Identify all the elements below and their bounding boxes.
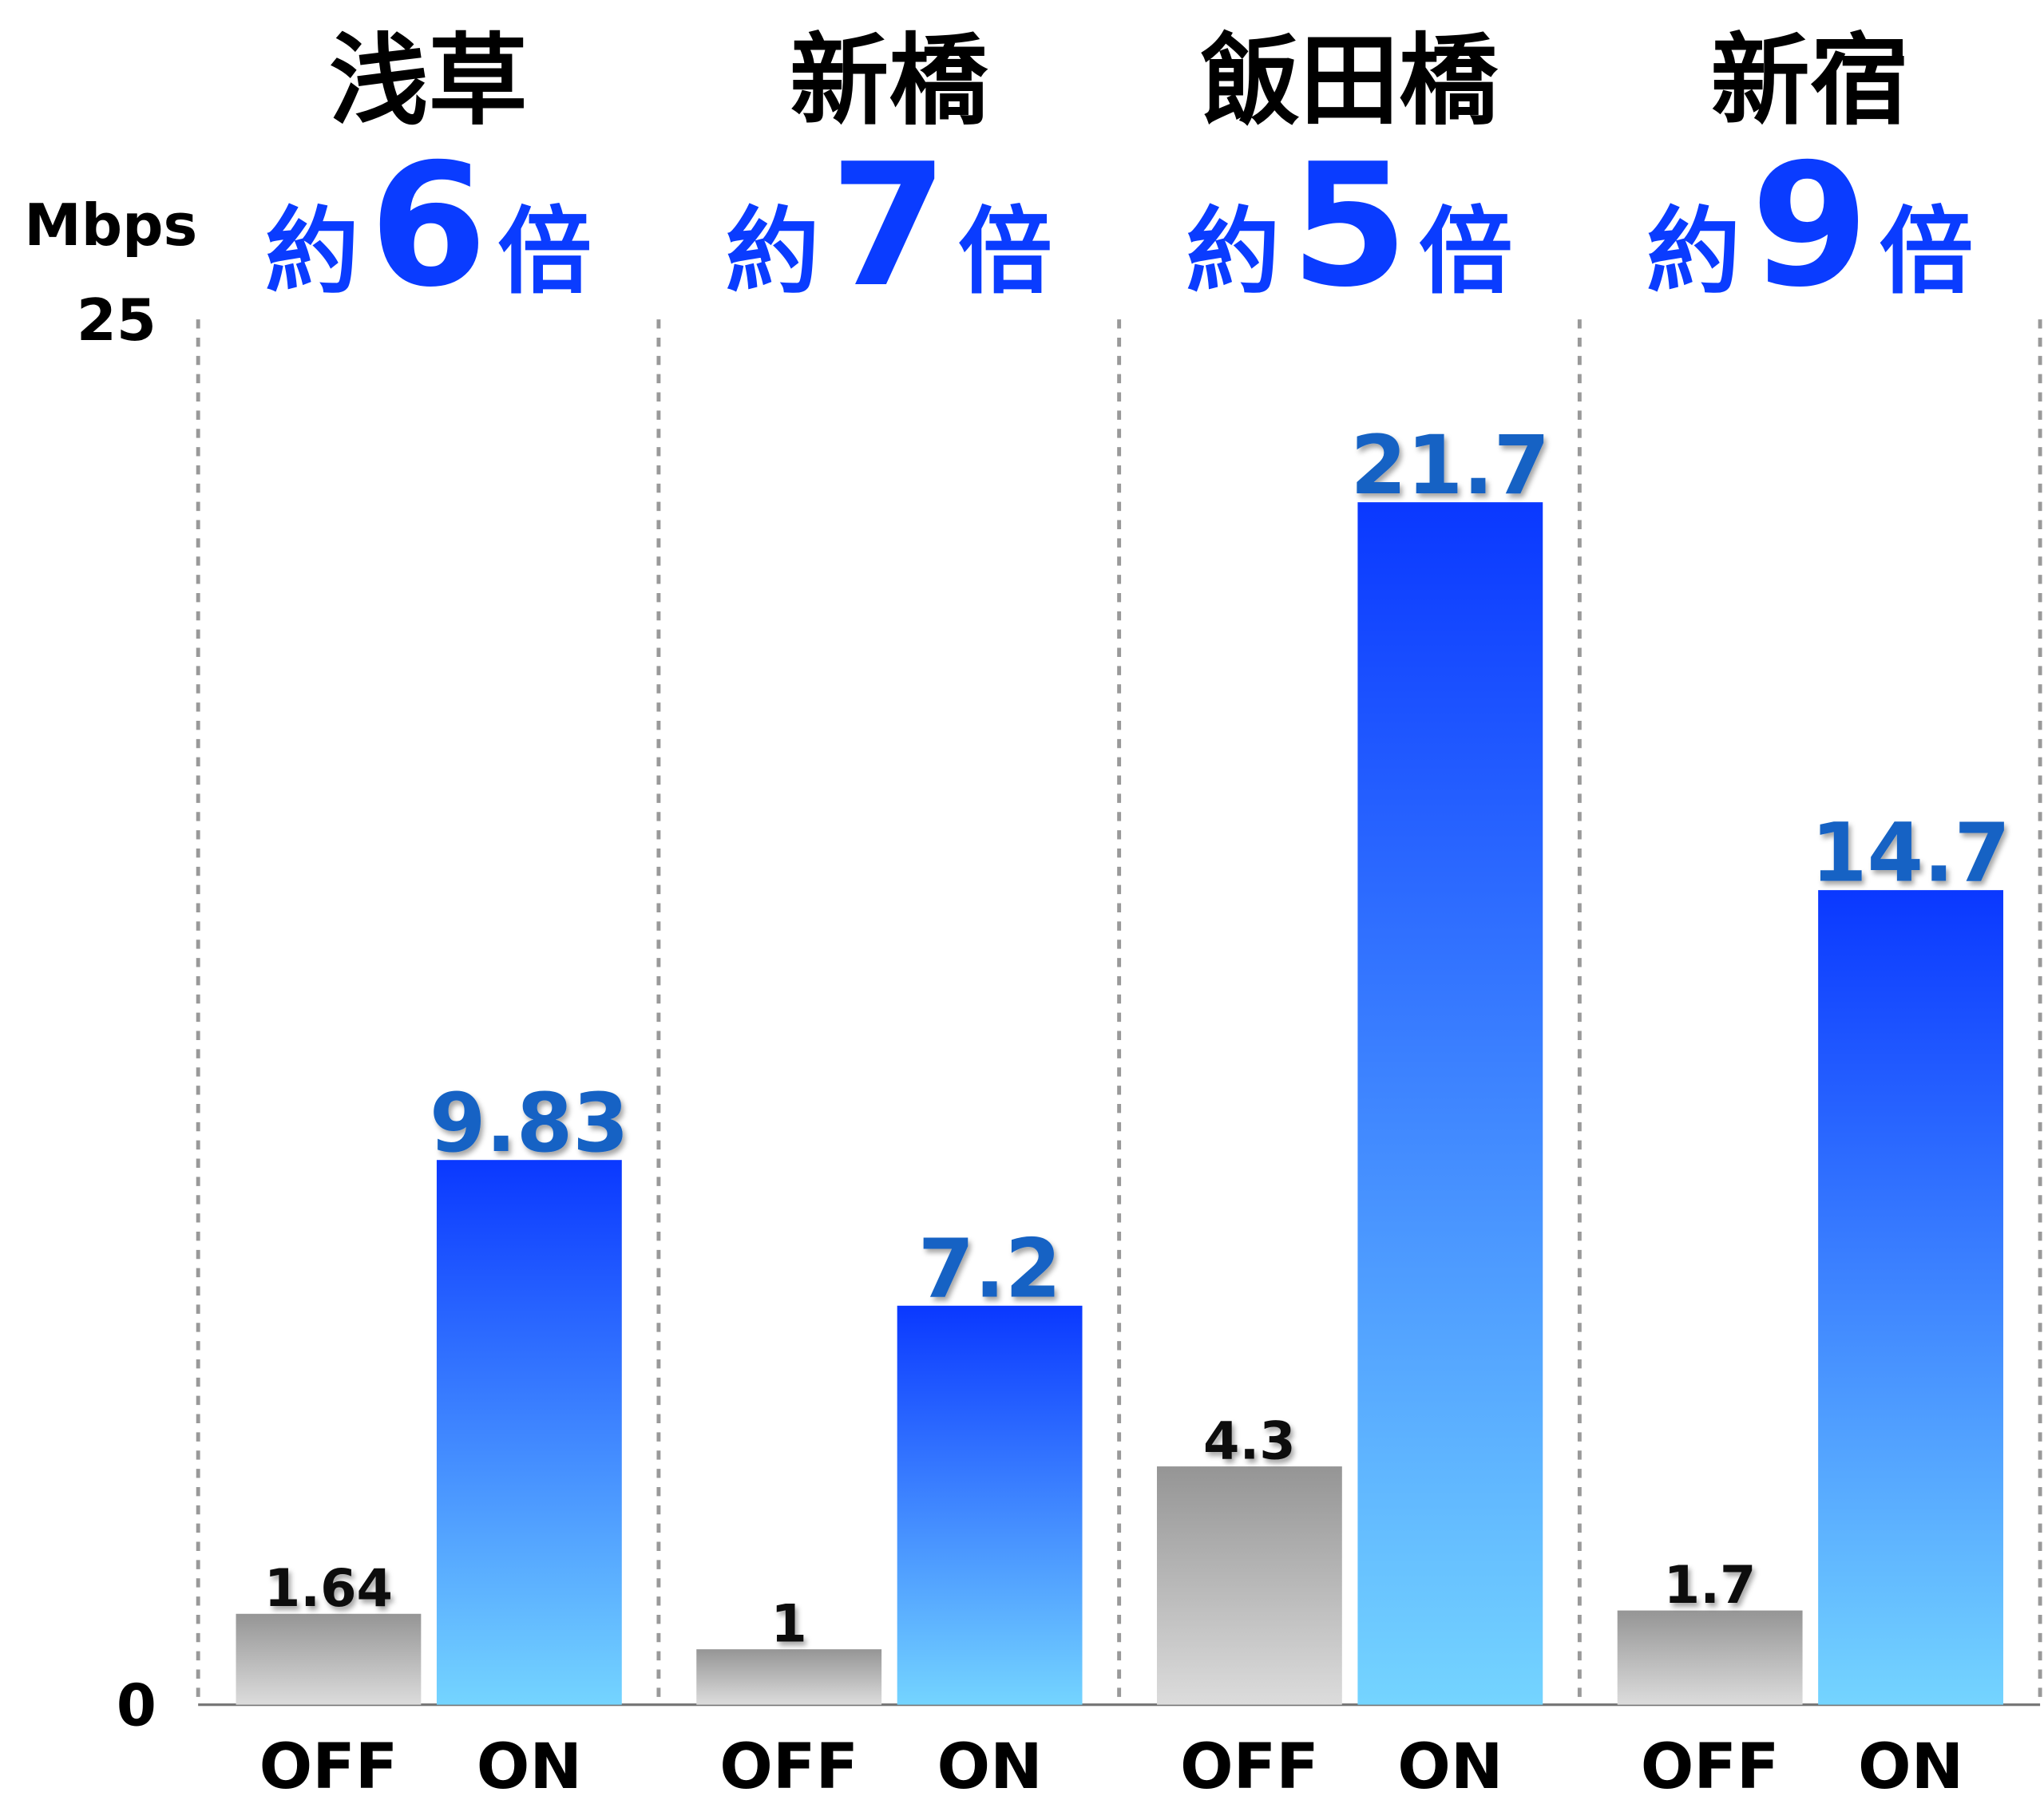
multiplier-suffix: 倍 <box>958 197 1052 307</box>
x-tick-label: OFF <box>259 1731 398 1796</box>
x-tick-label: ON <box>937 1731 1042 1796</box>
multiplier-value: 9 <box>1751 128 1869 325</box>
multiplier-suffix: 倍 <box>1419 197 1513 307</box>
bar <box>1156 1466 1342 1705</box>
y-tick-label: 25 <box>77 287 156 354</box>
group-title: 新橋 <box>790 24 988 139</box>
y-axis-label: Mbps <box>24 192 197 259</box>
multiplier-suffix: 倍 <box>497 197 592 307</box>
value-label: 4.3 <box>1203 1410 1296 1471</box>
x-tick-label: OFF <box>1180 1731 1319 1796</box>
group-title: 飯田橋 <box>1201 24 1499 139</box>
x-tick-label: ON <box>1397 1731 1503 1796</box>
bar <box>436 1160 622 1705</box>
value-label: 1 <box>770 1593 806 1654</box>
bar <box>1357 502 1543 1705</box>
bar <box>236 1613 422 1705</box>
multiplier-value: 7 <box>830 128 948 325</box>
bar <box>1818 890 2003 1705</box>
group-title: 新宿 <box>1711 24 1909 139</box>
bar <box>1617 1610 1803 1705</box>
x-tick-label: OFF <box>719 1731 858 1796</box>
multiplier-value: 6 <box>370 128 488 325</box>
x-tick-label: ON <box>1858 1731 1963 1796</box>
group-title: 浅草 <box>329 24 527 139</box>
value-label: 21.7 <box>1350 418 1550 512</box>
multiplier-prefix: 約 <box>1646 197 1741 307</box>
x-tick-label: ON <box>477 1731 582 1796</box>
y-tick-label: 0 <box>117 1672 156 1739</box>
multiplier-prefix: 約 <box>265 197 359 307</box>
multiplier-value: 5 <box>1290 128 1408 325</box>
value-label: 1.7 <box>1664 1555 1757 1616</box>
multiplier-suffix: 倍 <box>1880 197 1974 307</box>
x-tick-label: OFF <box>1641 1731 1780 1796</box>
multiplier-prefix: 約 <box>1186 197 1281 307</box>
bar <box>897 1305 1083 1705</box>
multiplier-prefix: 約 <box>726 197 820 307</box>
value-label: 14.7 <box>1811 806 2010 900</box>
bar <box>696 1649 882 1705</box>
value-label: 7.2 <box>918 1221 1061 1315</box>
value-label: 9.83 <box>430 1076 629 1170</box>
value-label: 1.64 <box>264 1558 393 1619</box>
